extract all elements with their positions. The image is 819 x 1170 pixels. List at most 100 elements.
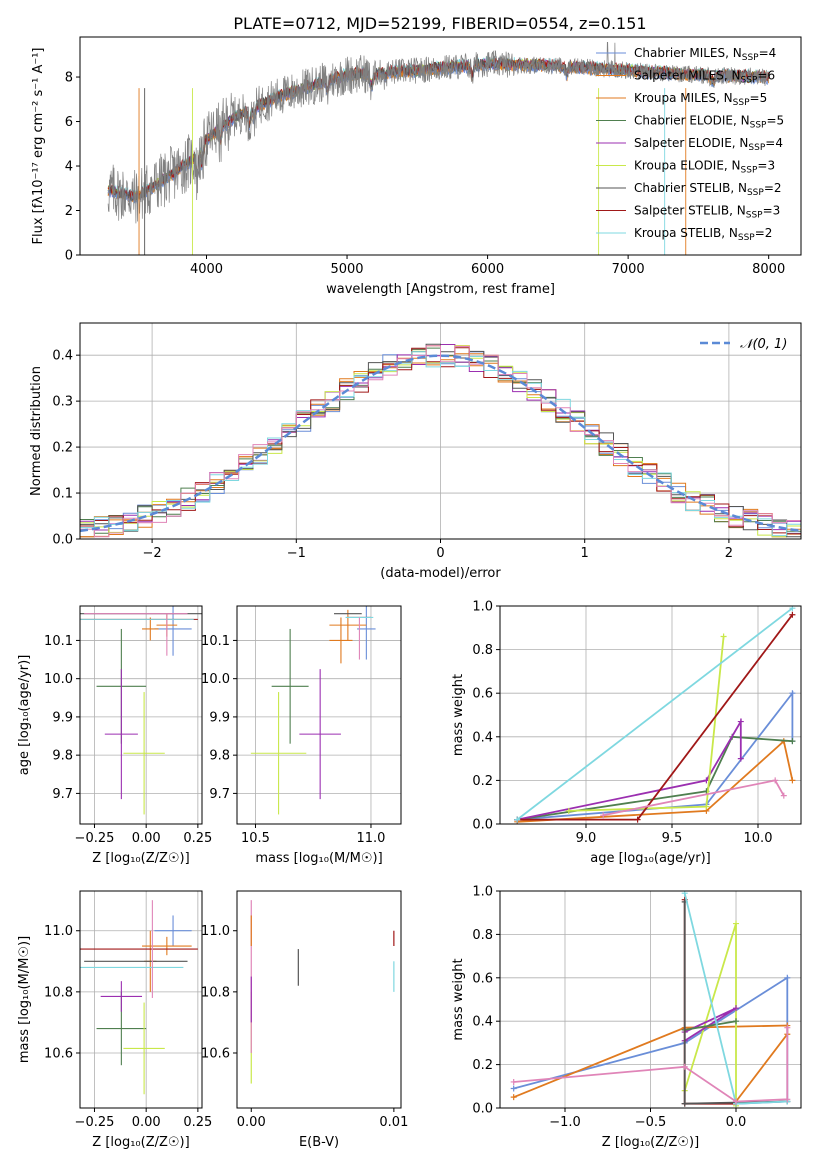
tick-label-x: 2 bbox=[725, 546, 733, 561]
tick-label-y: 11.0 bbox=[201, 924, 230, 939]
tick-label-y: 9.9 bbox=[209, 710, 230, 725]
tick-label-x: −1.0 bbox=[549, 1115, 581, 1130]
tick-label-x: 9.0 bbox=[576, 831, 597, 846]
weight-marker bbox=[514, 816, 521, 823]
tick-label-x: 8000 bbox=[752, 262, 785, 277]
tick-label-y: 10.0 bbox=[201, 672, 230, 687]
panel-mass_vs_ebv: 0.00 0.01 10.6 10.8 11.0 E(B-V) bbox=[201, 890, 408, 1150]
legend-label-sub: SSP bbox=[747, 188, 764, 198]
plot-area bbox=[107, 42, 770, 255]
weight-marker bbox=[681, 1063, 688, 1070]
axes-frame bbox=[79, 36, 802, 256]
panel-residuals: −2 −1 0 1 2 0.0 0.1 0.2 0.3 0.4 (data-model)/error… bbox=[29, 322, 802, 581]
weight-marker bbox=[737, 755, 744, 762]
tick-label-x: 0 bbox=[436, 546, 444, 561]
tick-label-y: 4 bbox=[65, 160, 73, 175]
panel-age_vs_Z: −0.25 0.00 0.25 9.7 9.8 9.9 10.0 10.1 Z [log₁₀(Z… bbox=[17, 605, 212, 866]
tick-label-y: 6 bbox=[65, 115, 73, 130]
legend-label-main: Kroupa MILES, N bbox=[634, 91, 733, 105]
tick-label-y: 0.6 bbox=[472, 971, 493, 986]
legend-label: Kroupa ELODIE, NSSP=3 bbox=[634, 159, 775, 176]
weight-marker bbox=[789, 690, 796, 697]
panel-weight_vs_age: 9.0 9.5 10.0 0.0 0.2 0.4 0.6 0.8 1.0 age [log₁₀(a… bbox=[451, 600, 802, 866]
plot-area bbox=[514, 606, 796, 824]
x-axis-label: mass [log₁₀(M/M☉)] bbox=[255, 851, 382, 866]
tick-label-x: 1 bbox=[581, 546, 589, 561]
tick-label-y: 0.8 bbox=[472, 928, 493, 943]
tick-label-x: 0.25 bbox=[183, 831, 212, 846]
tick-label-x: 0.00 bbox=[237, 1115, 266, 1130]
tick-label-y: 2 bbox=[65, 204, 73, 219]
legend-label-sub: SSP bbox=[750, 121, 767, 131]
tick-label-y: 11.0 bbox=[44, 924, 73, 939]
legend-label-tail: =2 bbox=[764, 181, 782, 195]
tick-label-y: 0.6 bbox=[472, 687, 493, 702]
legend-label-main: Salpeter ELODIE, N bbox=[634, 136, 748, 150]
weight-marker bbox=[565, 807, 572, 814]
tick-label-y: 8 bbox=[65, 71, 73, 86]
tick-label-y: 0.4 bbox=[472, 1015, 493, 1030]
panel-age_vs_mass: 10.5 11.0 9.7 9.8 9.9 10.0 10.1 mass [log₁₀(M/M… bbox=[201, 605, 402, 866]
tick-label-y: 10.0 bbox=[44, 672, 73, 687]
x-axis-label: Z [log₁₀(Z/Z☉)] bbox=[602, 1135, 699, 1150]
legend-label-tail: =3 bbox=[757, 159, 775, 173]
weight-line bbox=[517, 735, 793, 821]
legend-label-sub: SSP bbox=[738, 233, 755, 243]
weight-marker bbox=[789, 611, 796, 618]
residual-histogram bbox=[80, 345, 801, 538]
tick-label-y: 9.8 bbox=[209, 749, 230, 764]
weight-marker bbox=[733, 1005, 740, 1012]
legend-label: 𝒩(0, 1) bbox=[740, 337, 787, 352]
legend-label-tail: =4 bbox=[759, 46, 777, 60]
legend-label: Salpeter STELIB, NSSP=3 bbox=[634, 204, 780, 221]
y-axis-label: mass weight bbox=[451, 958, 466, 1040]
legend-label-tail: =5 bbox=[750, 91, 768, 105]
tick-label-y: 0.2 bbox=[472, 774, 493, 789]
tick-label-x: 11.0 bbox=[356, 831, 385, 846]
axes-frame bbox=[236, 890, 402, 1109]
axes-frame bbox=[79, 890, 203, 1109]
observed-spectrum-line bbox=[107, 42, 769, 224]
legend-label-main: Kroupa ELODIE, N bbox=[634, 159, 741, 173]
legend-label-main: Chabrier STELIB, N bbox=[634, 181, 747, 195]
weight-marker bbox=[784, 1024, 791, 1031]
tick-label-y: 10.6 bbox=[44, 1046, 73, 1061]
tick-label-y: 0 bbox=[65, 249, 73, 264]
legend-label-sub: SSP bbox=[741, 76, 758, 86]
legend-label: Chabrier ELODIE, NSSP=5 bbox=[634, 114, 784, 131]
legend-label-main: Chabrier ELODIE, N bbox=[634, 114, 750, 128]
legend-label-main: Salpeter MILES, N bbox=[634, 69, 741, 83]
y-axis-label: Flux [fλ10⁻¹⁷ erg cm⁻² s⁻¹ A⁻¹] bbox=[31, 48, 46, 245]
plot-area bbox=[80, 343, 801, 538]
weight-marker bbox=[720, 633, 727, 640]
weight-marker bbox=[789, 777, 796, 784]
weight-marker bbox=[634, 816, 641, 823]
tick-label-y: 0.3 bbox=[52, 395, 73, 410]
tick-label-y: 10.1 bbox=[44, 634, 73, 649]
legend-label-sub: SSP bbox=[746, 211, 763, 221]
legend-label-tail: =2 bbox=[755, 226, 773, 240]
x-axis-label: E(B-V) bbox=[299, 1135, 339, 1150]
panel-spectrum: 4000 5000 6000 7000 8000 0 2 4 6 8 wavelength [Ang… bbox=[31, 36, 802, 297]
weight-marker bbox=[681, 1100, 688, 1107]
weight-marker bbox=[733, 1018, 740, 1025]
weight-line bbox=[517, 739, 794, 823]
y-axis-label: age [log₁₀(age/yr)] bbox=[17, 655, 32, 776]
tick-label-y: 0.0 bbox=[472, 818, 493, 833]
tick-label-y: 0.4 bbox=[472, 730, 493, 745]
plots-layer: 4000 5000 6000 7000 8000 0 2 4 6 8 wavelength [Ang… bbox=[17, 36, 802, 1150]
tick-label-x: 10.5 bbox=[241, 831, 270, 846]
weight-marker bbox=[733, 1098, 740, 1105]
tick-label-y: 0.0 bbox=[472, 1102, 493, 1117]
legend-label-sub: SSP bbox=[733, 98, 750, 108]
weight-line bbox=[568, 636, 725, 812]
plot-area bbox=[80, 606, 202, 815]
tick-label-y: 10.8 bbox=[44, 985, 73, 1000]
legend-label-main: Salpeter STELIB, N bbox=[634, 204, 746, 218]
tick-label-x: −2 bbox=[143, 546, 162, 561]
plot-area bbox=[250, 606, 376, 815]
tick-label-y: 0.8 bbox=[472, 643, 493, 658]
plot-area bbox=[510, 891, 791, 1108]
tick-label-x: 9.5 bbox=[662, 831, 683, 846]
legend-label-sub: SSP bbox=[748, 143, 765, 153]
